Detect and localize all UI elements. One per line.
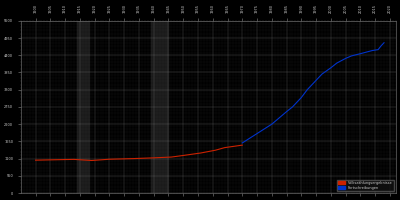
Bar — [151, 21, 168, 193]
Legend: Volkszählungsergebnisse, Fortschreibungen: Volkszählungsergebnisse, Fortschreibunge… — [337, 180, 394, 191]
Bar — [77, 21, 89, 193]
